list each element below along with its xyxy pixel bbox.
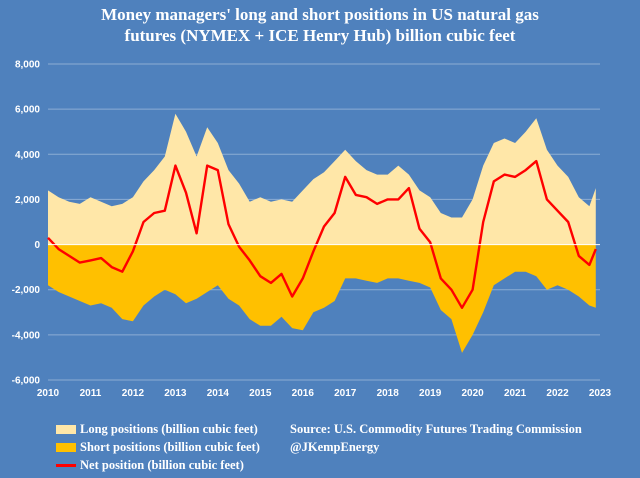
x-tick-label: 2022 bbox=[546, 388, 569, 399]
x-tick-label: 2019 bbox=[419, 388, 442, 399]
y-tick-label: -4,000 bbox=[12, 330, 41, 341]
chart-title-line1: Money managers' long and short positions… bbox=[101, 5, 539, 24]
legend-item-long: Long positions (billion cubic feet) bbox=[56, 420, 260, 438]
x-tick-label: 2015 bbox=[249, 388, 272, 399]
source-text: Source: U.S. Commodity Futures Trading C… bbox=[290, 422, 582, 436]
chart-title-line2: futures (NYMEX + ICE Henry Hub) billion … bbox=[124, 26, 516, 45]
y-axis-ticks: 8,000 6,000 4,000 2,000 0 -2,000 -4,000 -6,000 bbox=[12, 60, 41, 387]
y-tick-label: 6,000 bbox=[15, 105, 40, 116]
y-tick-label: -2,000 bbox=[12, 285, 41, 296]
x-tick-label: 2016 bbox=[292, 388, 315, 399]
area-series bbox=[48, 113, 596, 353]
legend-swatch-short bbox=[56, 442, 76, 452]
y-tick-label: 8,000 bbox=[15, 60, 40, 71]
x-tick-label: 2018 bbox=[377, 388, 400, 399]
legend-swatch-long bbox=[56, 424, 76, 434]
chart-title: Money managers' long and short positions… bbox=[0, 4, 640, 46]
x-tick-label: 2020 bbox=[461, 388, 484, 399]
legend-label-long: Long positions (billion cubic feet) bbox=[80, 421, 258, 436]
legend-swatch-net bbox=[56, 463, 76, 467]
x-tick-label: 2013 bbox=[164, 388, 187, 399]
x-tick-label: 2023 bbox=[589, 388, 612, 399]
x-axis-ticks: 2010 2011 2012 2013 2014 2015 2016 2017 2018 2019… bbox=[37, 388, 612, 399]
legend-label-short: Short positions (billion cubic feet) bbox=[80, 439, 260, 454]
x-tick-label: 2010 bbox=[37, 388, 60, 399]
x-tick-label: 2017 bbox=[334, 388, 357, 399]
y-tick-label: -6,000 bbox=[12, 376, 41, 387]
y-tick-label: 4,000 bbox=[15, 150, 40, 161]
legend-label-net: Net position (billion cubic feet) bbox=[80, 457, 244, 472]
x-tick-label: 2012 bbox=[122, 388, 145, 399]
y-tick-label: 0 bbox=[34, 240, 40, 251]
source-note: Source: U.S. Commodity Futures Trading C… bbox=[290, 420, 582, 456]
net-position-line bbox=[47, 159, 597, 309]
x-tick-label: 2014 bbox=[207, 388, 230, 399]
author-handle: @JKempEnergy bbox=[290, 440, 380, 454]
net-line-group bbox=[47, 159, 597, 309]
x-tick-label: 2021 bbox=[504, 388, 527, 399]
legend-item-short: Short positions (billion cubic feet) bbox=[56, 438, 260, 456]
chart-legend: Long positions (billion cubic feet) Shor… bbox=[56, 420, 260, 474]
long-positions-area bbox=[48, 113, 596, 245]
legend-item-net: Net position (billion cubic feet) bbox=[56, 456, 260, 474]
short-positions-area bbox=[48, 244, 596, 353]
chart-plot: 8,0006,0004,0002,0000-2,000-4,000-6,000 … bbox=[12, 60, 612, 400]
y-tick-label: 2,000 bbox=[15, 195, 40, 206]
x-tick-label: 2011 bbox=[80, 388, 102, 399]
